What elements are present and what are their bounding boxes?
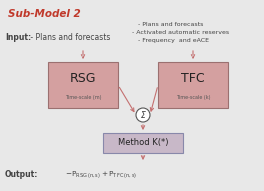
FancyBboxPatch shape	[103, 133, 183, 153]
Circle shape	[136, 108, 150, 122]
Text: - Plans and forecasts: - Plans and forecasts	[138, 22, 203, 27]
Text: Input:: Input:	[5, 33, 31, 42]
Text: Method K(*): Method K(*)	[118, 138, 168, 147]
Text: Sub-Model 2: Sub-Model 2	[8, 9, 81, 19]
Text: Time-scale (k): Time-scale (k)	[176, 95, 210, 100]
FancyBboxPatch shape	[158, 62, 228, 108]
Text: $\mathregular{- P_{RSG\,(n,s)} + P_{TFC\,(n,s)}}$: $\mathregular{- P_{RSG\,(n,s)} + P_{TFC\…	[65, 169, 137, 180]
Text: Σ: Σ	[140, 111, 145, 120]
Text: TFC: TFC	[181, 73, 205, 86]
Text: - Activated automatic reserves: - Activated automatic reserves	[132, 30, 229, 35]
Text: - Frequency  and eACE: - Frequency and eACE	[138, 38, 209, 43]
Text: - Plans and forecasts: - Plans and forecasts	[28, 33, 110, 42]
Text: Output:: Output:	[5, 170, 38, 179]
Text: Time-scale (m): Time-scale (m)	[65, 95, 101, 100]
Text: RSG: RSG	[70, 73, 96, 86]
FancyBboxPatch shape	[48, 62, 118, 108]
